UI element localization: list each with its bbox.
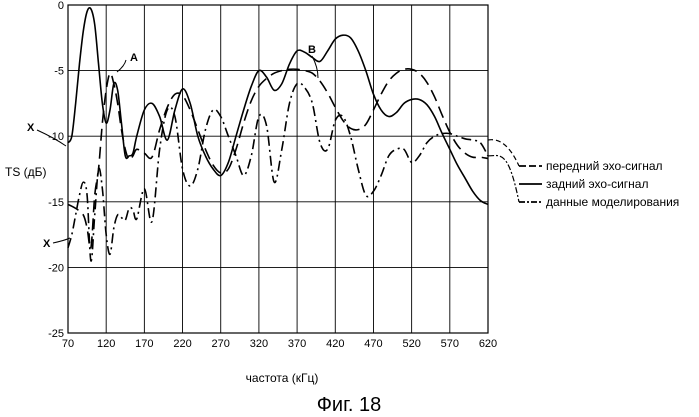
y-tick-label: -20 — [48, 262, 64, 274]
annotation-b: B — [308, 44, 316, 56]
legend-label: задний эхо-сигнал — [546, 177, 648, 191]
annotation-x-lower: X — [43, 238, 51, 250]
x-tick-label: 270 — [212, 338, 230, 350]
x-tick-label: 570 — [441, 338, 459, 350]
figure-caption: Фиг. 18 — [317, 394, 382, 416]
x-tick-label: 120 — [97, 338, 115, 350]
y-tick-label: -15 — [48, 197, 64, 209]
x-tick-label: 220 — [173, 338, 191, 350]
y-tick-label: -5 — [54, 66, 64, 78]
legend-leader-sim — [488, 155, 519, 202]
legend-leader-front — [488, 140, 519, 166]
x-tick-label: 620 — [479, 338, 497, 350]
x-axis-label: частота (кГц) — [246, 371, 319, 385]
series-front-echo — [68, 69, 488, 249]
legend-label: передний эхо-сигнал — [546, 159, 663, 173]
x-tick-label: 520 — [402, 338, 420, 350]
annotation-a: A — [130, 52, 138, 64]
x-tick-label: 370 — [288, 338, 306, 350]
x-tick-label: 170 — [135, 338, 153, 350]
x-tick-label: 470 — [364, 338, 382, 350]
legend-label: данные моделирования — [546, 195, 679, 209]
annotation-x-upper: X — [27, 122, 35, 134]
y-axis-label: TS (дБ) — [5, 165, 47, 179]
series-simulation — [68, 83, 488, 261]
x-tick-label: 320 — [250, 338, 268, 350]
y-tick-label: 0 — [58, 0, 64, 12]
y-tick-label: -25 — [48, 328, 64, 340]
x-tick-label: 420 — [326, 338, 344, 350]
